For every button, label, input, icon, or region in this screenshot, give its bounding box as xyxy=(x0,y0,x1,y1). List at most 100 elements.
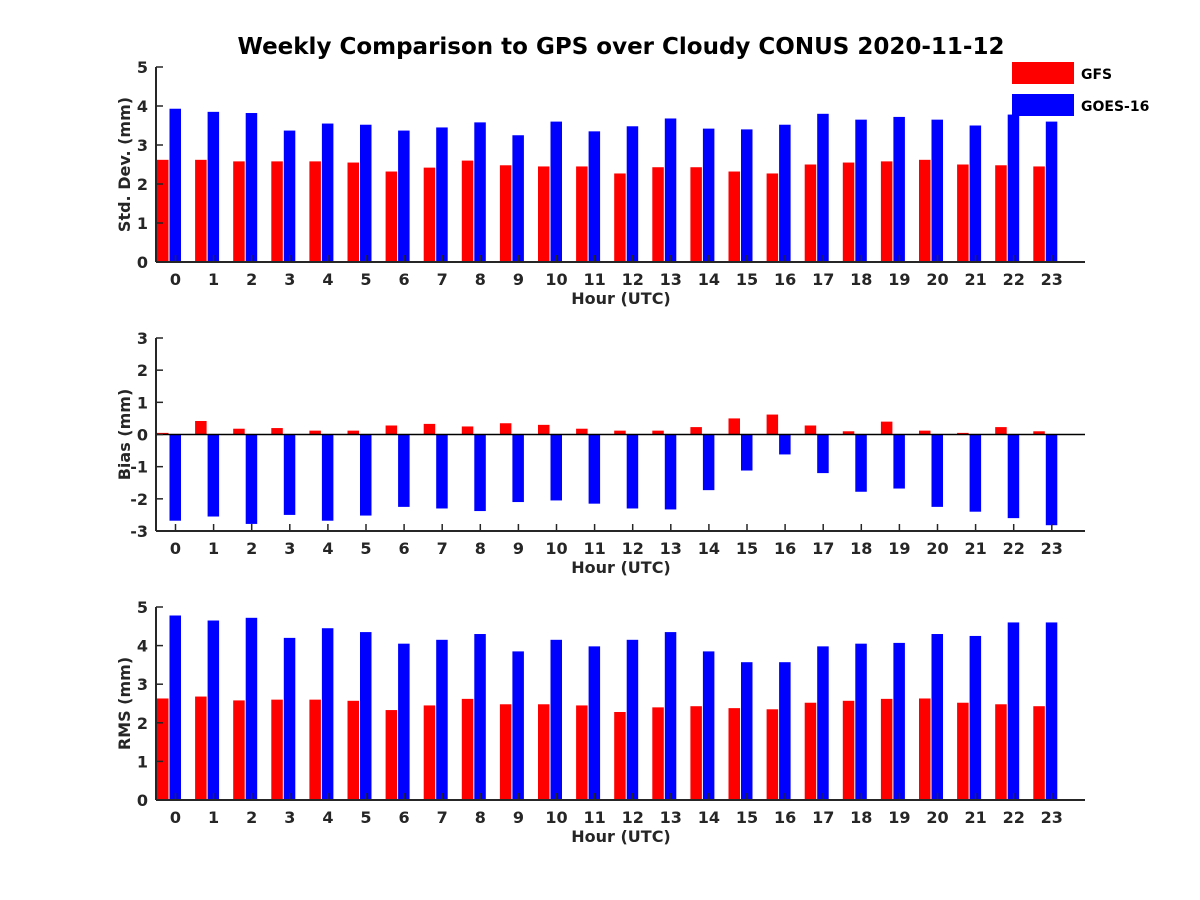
bar-goes-16-0 xyxy=(169,615,181,800)
x-tick-label: 14 xyxy=(698,539,720,558)
x-tick-label: 8 xyxy=(475,539,486,558)
bar-gfs-3 xyxy=(271,428,283,435)
bar-goes-16-2 xyxy=(245,434,258,524)
bar-goes-16-21 xyxy=(969,635,982,800)
x-tick-label: 16 xyxy=(774,808,796,827)
x-tick-label: 21 xyxy=(964,808,986,827)
x-tick-label: 17 xyxy=(812,808,834,827)
bar-goes-16-23 xyxy=(1045,121,1058,262)
bar-gfs-23 xyxy=(1033,166,1045,262)
x-tick-label: 13 xyxy=(660,539,682,558)
x-tick-label: 10 xyxy=(545,808,567,827)
bar-goes-16-0 xyxy=(169,108,181,262)
bar-goes-16-7 xyxy=(436,434,448,509)
x-axis-label: Hour (UTC) xyxy=(571,558,671,577)
x-tick-label: 7 xyxy=(437,539,448,558)
bar-gfs-15 xyxy=(728,708,740,800)
x-tick-label: 8 xyxy=(475,808,486,827)
bar-goes-16-9 xyxy=(512,135,524,262)
bar-gfs-9 xyxy=(499,704,512,800)
x-tick-label: 14 xyxy=(698,270,720,289)
x-tick-label: 18 xyxy=(850,539,872,558)
bar-goes-16-20 xyxy=(931,434,943,507)
bar-gfs-0 xyxy=(157,432,169,435)
chart-title: Weekly Comparison to GPS over Cloudy CON… xyxy=(238,34,1005,60)
bar-goes-16-10 xyxy=(550,639,562,800)
bar-gfs-22 xyxy=(995,427,1007,435)
x-tick-label: 9 xyxy=(513,539,524,558)
x-tick-label: 13 xyxy=(660,808,682,827)
bar-gfs-4 xyxy=(309,430,321,435)
y-tick-label: 5 xyxy=(137,598,148,617)
x-tick-label: 15 xyxy=(736,539,758,558)
bar-gfs-10 xyxy=(538,704,550,800)
x-tick-label: 20 xyxy=(926,539,948,558)
bar-goes-16-6 xyxy=(398,434,410,507)
bar-gfs-11 xyxy=(576,705,588,800)
bar-gfs-19 xyxy=(880,698,893,800)
x-tick-label: 0 xyxy=(170,539,181,558)
x-axis-label: Hour (UTC) xyxy=(571,827,671,846)
bar-goes-16-5 xyxy=(360,632,372,800)
bar-gfs-7 xyxy=(423,167,436,262)
x-tick-label: 3 xyxy=(284,270,295,289)
bar-gfs-6 xyxy=(385,171,398,262)
bar-goes-16-12 xyxy=(626,639,639,800)
legend-label-gfs: GFS xyxy=(1081,67,1112,83)
bar-gfs-18 xyxy=(842,162,855,262)
bar-gfs-12 xyxy=(614,711,626,800)
y-axis-label: RMS (mm) xyxy=(115,657,134,750)
x-tick-label: 17 xyxy=(812,539,834,558)
x-tick-label: 15 xyxy=(736,270,758,289)
bar-goes-16-4 xyxy=(321,434,334,521)
bar-gfs-7 xyxy=(423,705,436,800)
x-tick-label: 11 xyxy=(583,808,605,827)
bar-goes-16-3 xyxy=(283,637,296,800)
y-axis-label: Bias (mm) xyxy=(115,389,134,481)
bar-goes-16-9 xyxy=(512,651,524,800)
bar-goes-16-12 xyxy=(626,434,639,509)
x-tick-label: 23 xyxy=(1041,270,1063,289)
bar-gfs-5 xyxy=(347,700,359,800)
bar-gfs-12 xyxy=(614,430,626,435)
bar-gfs-20 xyxy=(919,430,931,435)
bar-gfs-21 xyxy=(957,702,969,800)
x-tick-label: 8 xyxy=(475,270,486,289)
x-tick-label: 12 xyxy=(622,539,644,558)
bar-goes-16-0 xyxy=(169,434,181,521)
y-tick-label: -1 xyxy=(130,458,148,477)
bar-goes-16-5 xyxy=(360,434,372,516)
bar-gfs-10 xyxy=(538,166,550,262)
bar-gfs-22 xyxy=(995,704,1007,800)
bar-goes-16-6 xyxy=(398,130,410,262)
x-tick-label: 16 xyxy=(774,539,796,558)
bar-gfs-12 xyxy=(614,173,626,262)
bar-goes-16-8 xyxy=(474,122,486,262)
bar-goes-16-15 xyxy=(741,434,753,471)
bar-gfs-18 xyxy=(842,700,855,800)
bar-gfs-4 xyxy=(309,699,321,800)
x-tick-label: 18 xyxy=(850,808,872,827)
bar-gfs-18 xyxy=(842,431,855,435)
x-tick-label: 6 xyxy=(399,808,410,827)
x-tick-label: 23 xyxy=(1041,808,1063,827)
y-tick-label: 4 xyxy=(137,97,148,116)
bar-goes-16-13 xyxy=(664,632,677,800)
x-tick-label: 14 xyxy=(698,808,720,827)
bar-gfs-20 xyxy=(919,698,931,800)
bar-gfs-13 xyxy=(652,707,664,800)
bar-goes-16-15 xyxy=(741,129,753,262)
x-tick-label: 21 xyxy=(964,270,986,289)
bar-goes-16-19 xyxy=(893,642,905,800)
x-tick-label: 13 xyxy=(660,270,682,289)
bar-gfs-9 xyxy=(499,165,512,262)
bar-gfs-2 xyxy=(233,161,245,262)
bar-goes-16-1 xyxy=(207,111,220,262)
y-tick-label: 4 xyxy=(137,637,148,656)
bar-goes-16-18 xyxy=(855,643,867,800)
bar-gfs-3 xyxy=(271,161,283,262)
bar-goes-16-12 xyxy=(626,126,639,262)
